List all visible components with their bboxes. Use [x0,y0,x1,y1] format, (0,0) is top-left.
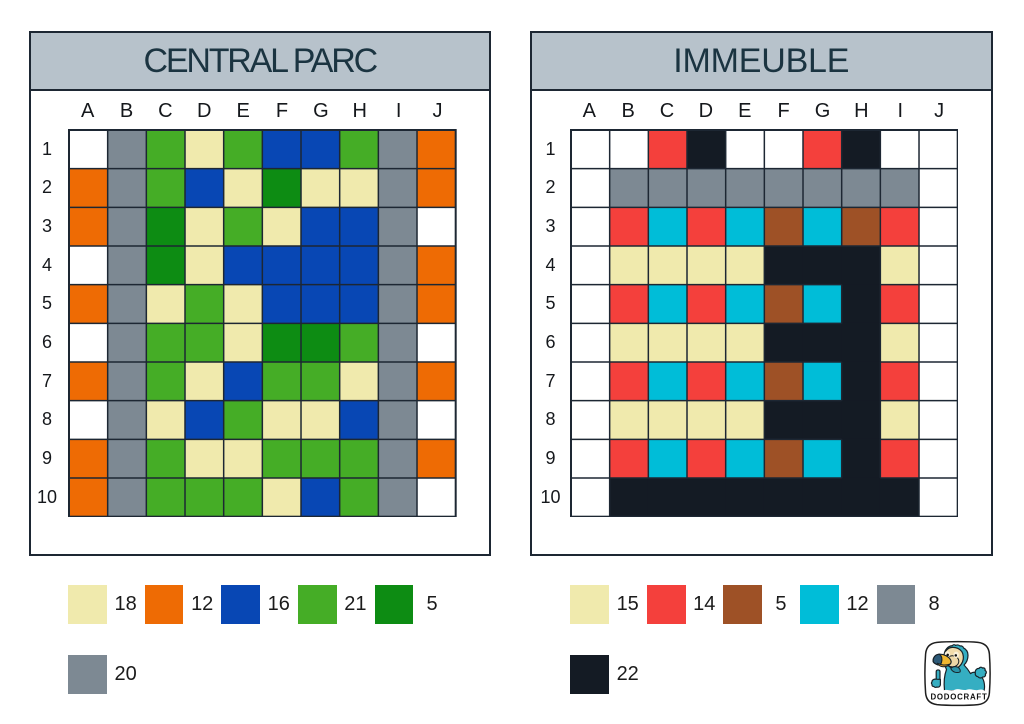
svg-text:DODOCRAFT: DODOCRAFT [931,691,988,701]
